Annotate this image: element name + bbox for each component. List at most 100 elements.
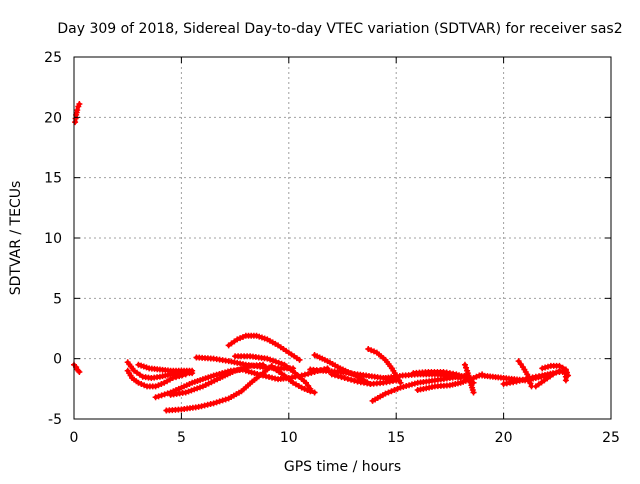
data-point xyxy=(553,369,560,376)
series-sat-arc-4 xyxy=(124,367,189,390)
series-sat-arc-13 xyxy=(270,365,318,396)
data-point xyxy=(408,381,415,388)
data-point xyxy=(222,396,229,403)
data-point xyxy=(559,364,566,371)
data-point xyxy=(400,383,407,390)
data-point xyxy=(182,389,189,396)
data-point xyxy=(270,357,277,364)
series-sat-arc-10 xyxy=(225,332,303,363)
data-point xyxy=(242,367,249,374)
data-point xyxy=(305,370,312,377)
data-point xyxy=(164,390,171,397)
data-point xyxy=(194,385,201,392)
data-point xyxy=(388,388,395,395)
data-point xyxy=(169,374,176,381)
data-point xyxy=(550,371,557,378)
x-tick-label: 15 xyxy=(387,430,405,446)
data-point xyxy=(152,383,159,390)
x-tick-label: 20 xyxy=(495,430,513,446)
data-point xyxy=(185,388,192,395)
data-point xyxy=(307,388,314,395)
data-point xyxy=(210,400,217,407)
series-sat-arc-27 xyxy=(539,362,572,379)
data-point xyxy=(188,387,195,394)
data-point xyxy=(257,371,264,378)
data-point xyxy=(341,374,348,381)
data-point xyxy=(301,371,308,378)
data-point xyxy=(213,371,220,378)
data-point xyxy=(179,372,186,379)
x-axis-label: GPS time / hours xyxy=(284,459,401,475)
data-point xyxy=(519,376,526,383)
data-point xyxy=(76,368,83,375)
data-point xyxy=(406,382,413,389)
data-point xyxy=(76,101,83,108)
data-point xyxy=(176,373,183,380)
data-point xyxy=(210,372,217,379)
series-sat-arc-2 xyxy=(71,361,83,375)
data-point xyxy=(565,372,572,379)
data-point xyxy=(152,394,159,401)
data-point xyxy=(365,346,372,353)
data-point xyxy=(544,363,551,370)
data-point xyxy=(138,381,145,388)
data-point xyxy=(278,360,285,367)
data-point xyxy=(328,371,335,378)
data-point xyxy=(461,361,468,368)
y-tick-label: 20 xyxy=(44,110,62,126)
data-point xyxy=(542,364,549,371)
data-point xyxy=(411,380,418,387)
y-tick-label: 25 xyxy=(44,50,62,66)
data-point xyxy=(562,366,569,373)
data-point xyxy=(158,381,165,388)
data-point xyxy=(523,375,530,382)
data-point xyxy=(155,382,162,389)
y-tick-label: -5 xyxy=(48,412,62,428)
series-sat-arc-22 xyxy=(461,361,477,396)
data-point xyxy=(264,355,271,362)
data-point xyxy=(556,362,563,369)
data-layer xyxy=(71,101,572,414)
grid-layer xyxy=(74,57,611,419)
data-point xyxy=(216,398,223,405)
data-point xyxy=(391,387,398,394)
data-point xyxy=(197,384,204,391)
data-point xyxy=(216,370,223,377)
data-point xyxy=(351,377,358,384)
data-point xyxy=(239,333,246,340)
data-point xyxy=(298,384,305,391)
x-tick-label: 5 xyxy=(177,430,186,446)
data-point xyxy=(385,389,392,396)
series-sat-arc-24 xyxy=(515,358,535,390)
data-point xyxy=(331,372,338,379)
data-point xyxy=(368,347,375,354)
data-point xyxy=(191,386,198,393)
data-point xyxy=(563,369,570,376)
data-point xyxy=(470,389,477,396)
chart-title: Day 309 of 2018, Sidereal Day-to-day VTE… xyxy=(57,21,622,37)
data-point xyxy=(219,370,226,377)
data-point xyxy=(245,368,252,375)
x-tick-label: 25 xyxy=(602,430,620,446)
data-point xyxy=(403,383,410,390)
y-tick-label: 10 xyxy=(44,231,62,247)
data-point xyxy=(348,376,355,383)
data-point xyxy=(304,387,311,394)
series-sat-arc-9 xyxy=(193,354,297,372)
data-point xyxy=(335,373,342,380)
data-point xyxy=(248,369,255,376)
data-point xyxy=(161,391,168,398)
data-point xyxy=(254,370,261,377)
data-point xyxy=(189,367,196,374)
data-point xyxy=(251,370,258,377)
data-point xyxy=(397,384,404,391)
data-point xyxy=(513,378,520,385)
data-point xyxy=(158,392,165,399)
data-point xyxy=(562,377,569,384)
y-axis-label: SDTVAR / TECUs xyxy=(8,181,24,296)
tick-layer: 0 5 10 15 20 25 -5 0 5 10 15 20 25 xyxy=(44,50,620,446)
data-point xyxy=(301,385,308,392)
series-sat-arc-5 xyxy=(135,361,196,374)
data-point xyxy=(267,356,274,363)
